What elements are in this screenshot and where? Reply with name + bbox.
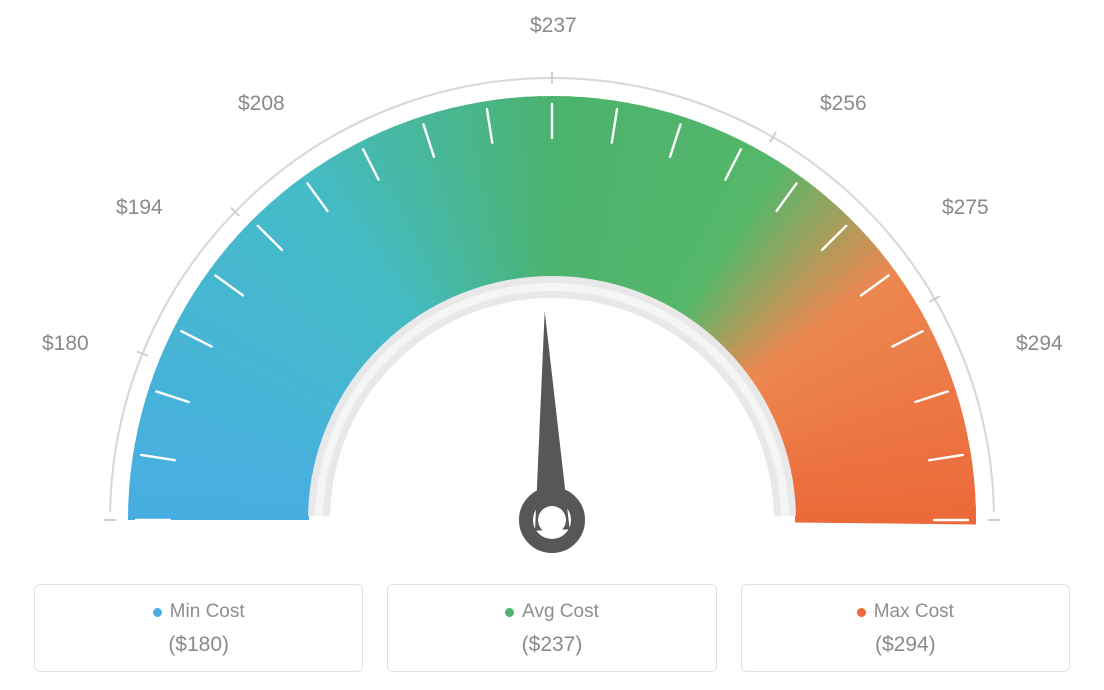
legend-label-min: Min Cost [170,601,245,623]
legend-row: Min Cost ($180) Avg Cost ($237) Max Cost… [0,584,1104,672]
gauge-tick-label: $237 [530,14,577,38]
legend-value-max: ($294) [752,633,1059,657]
legend-title-max: Max Cost [857,601,954,623]
gauge-container: $180 $194 $208 $237 $256 $275 $294 [0,0,1104,560]
legend-label-avg: Avg Cost [522,601,599,623]
gauge-tick-label: $294 [1016,332,1063,356]
gauge-tick-label: $256 [820,92,867,116]
gauge-svg [42,40,1062,560]
legend-card-min: Min Cost ($180) [34,584,363,672]
legend-label-max: Max Cost [874,601,954,623]
gauge-tick-label: $180 [42,332,89,356]
gauge-tick-label: $208 [238,92,285,116]
legend-dot-avg [505,608,514,617]
legend-value-min: ($180) [45,633,352,657]
legend-dot-min [153,608,162,617]
legend-dot-max [857,608,866,617]
legend-card-avg: Avg Cost ($237) [387,584,716,672]
legend-card-max: Max Cost ($294) [741,584,1070,672]
legend-title-min: Min Cost [153,601,245,623]
gauge-tick-label: $275 [942,196,989,220]
legend-value-avg: ($237) [398,633,705,657]
gauge-tick-label: $194 [116,196,163,220]
legend-title-avg: Avg Cost [505,601,599,623]
